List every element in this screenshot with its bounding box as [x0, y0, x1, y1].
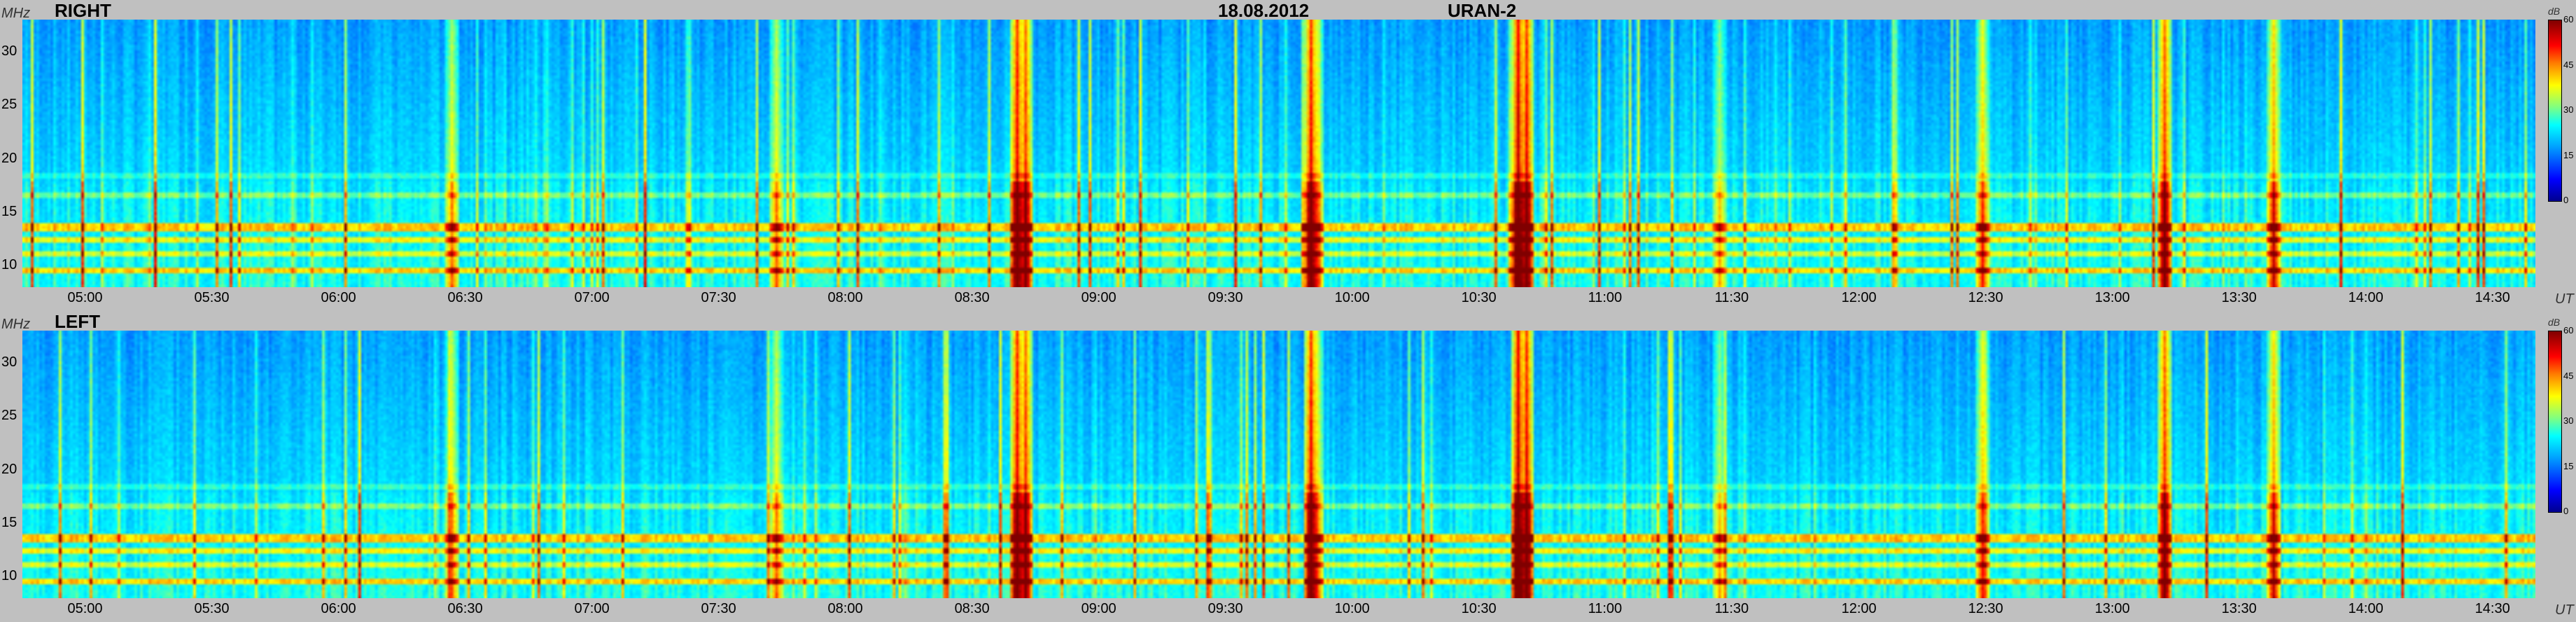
x-tick-label: 08:00 — [827, 601, 863, 616]
y-tick-label: 20 — [1, 461, 18, 477]
x-tick-label: 14:30 — [2474, 601, 2510, 616]
y-tick-label: 30 — [1, 354, 18, 370]
colorbar-tick-label: 15 — [2563, 460, 2574, 471]
y-tick-label: 25 — [1, 408, 18, 424]
panel-label-right: RIGHT — [55, 0, 111, 21]
colorbar-tick-label: 30 — [2563, 104, 2574, 115]
chart-date: 18.08.2012 — [1218, 0, 1310, 21]
colorbar-tick-label: 0 — [2563, 195, 2569, 205]
x-tick-label: 06:30 — [447, 290, 483, 305]
x-unit-right: UT — [2555, 291, 2574, 307]
x-tick-label: 06:30 — [447, 601, 483, 616]
x-tick-label: 06:00 — [321, 601, 356, 616]
y-unit-right: MHz — [1, 6, 31, 21]
x-tick-label: 07:30 — [701, 290, 736, 305]
x-tick-label: 08:00 — [827, 290, 863, 305]
y-tick-label: 30 — [1, 43, 18, 59]
x-tick-label: 08:30 — [954, 290, 990, 305]
x-tick-label: 11:00 — [1588, 290, 1623, 305]
x-tick-label: 14:00 — [2348, 290, 2384, 305]
y-tick-label: 15 — [1, 515, 18, 531]
colorbar-tick-label: 45 — [2563, 370, 2574, 381]
x-tick-label: 08:30 — [954, 601, 990, 616]
x-tick-label: 09:30 — [1208, 601, 1243, 616]
x-tick-label: 11:30 — [1714, 601, 1749, 616]
x-tick-label: 11:00 — [1588, 601, 1623, 616]
panel-label-left: LEFT — [55, 311, 100, 332]
colorbar-tick-label: 0 — [2563, 506, 2569, 516]
spectrogram-right — [22, 20, 2535, 287]
x-tick-label: 07:00 — [574, 601, 610, 616]
x-tick-label: 05:30 — [194, 290, 230, 305]
x-tick-label: 12:00 — [1841, 601, 1877, 616]
x-tick-label: 10:00 — [1334, 601, 1370, 616]
colorbar-tick-label: 45 — [2563, 59, 2574, 70]
y-tick-label: 10 — [1, 257, 18, 273]
x-tick-label: 07:30 — [701, 601, 736, 616]
x-tick-label: 12:30 — [1968, 601, 2003, 616]
x-tick-label: 10:30 — [1461, 601, 1497, 616]
colorbar-left — [2548, 331, 2562, 513]
x-tick-label: 13:30 — [2221, 290, 2257, 305]
x-tick-label: 10:00 — [1334, 290, 1370, 305]
colorbar-tick-label: 15 — [2563, 149, 2574, 160]
chart-instrument: URAN-2 — [1448, 0, 1517, 21]
x-tick-label: 07:00 — [574, 290, 610, 305]
x-tick-label: 13:30 — [2221, 601, 2257, 616]
x-tick-label: 09:00 — [1081, 290, 1116, 305]
y-tick-label: 25 — [1, 97, 18, 113]
x-tick-label: 13:00 — [2094, 601, 2130, 616]
y-tick-label: 15 — [1, 204, 18, 220]
y-tick-label: 10 — [1, 568, 18, 584]
x-tick-label: 05:00 — [67, 290, 103, 305]
colorbar-unit-left: dB — [2548, 317, 2561, 328]
x-tick-label: 09:30 — [1208, 290, 1243, 305]
y-tick-label: 20 — [1, 150, 18, 166]
y-unit-left: MHz — [1, 317, 31, 332]
x-tick-label: 12:30 — [1968, 290, 2003, 305]
x-tick-label: 11:30 — [1714, 290, 1749, 305]
x-tick-label: 05:30 — [194, 601, 230, 616]
colorbar-tick-label: 30 — [2563, 415, 2574, 426]
x-tick-label: 09:00 — [1081, 601, 1116, 616]
x-unit-left: UT — [2555, 602, 2574, 618]
x-tick-label: 13:00 — [2094, 290, 2130, 305]
x-tick-label: 14:00 — [2348, 601, 2384, 616]
x-tick-label: 05:00 — [67, 601, 103, 616]
x-tick-label: 10:30 — [1461, 290, 1497, 305]
x-tick-label: 14:30 — [2474, 290, 2510, 305]
colorbar-tick-label: 60 — [2563, 14, 2574, 25]
colorbar-tick-label: 60 — [2563, 325, 2574, 336]
x-tick-label: 06:00 — [321, 290, 356, 305]
colorbar-right — [2548, 20, 2562, 202]
colorbar-unit-right: dB — [2548, 6, 2561, 17]
x-tick-label: 12:00 — [1841, 290, 1877, 305]
spectrogram-left — [22, 331, 2535, 598]
